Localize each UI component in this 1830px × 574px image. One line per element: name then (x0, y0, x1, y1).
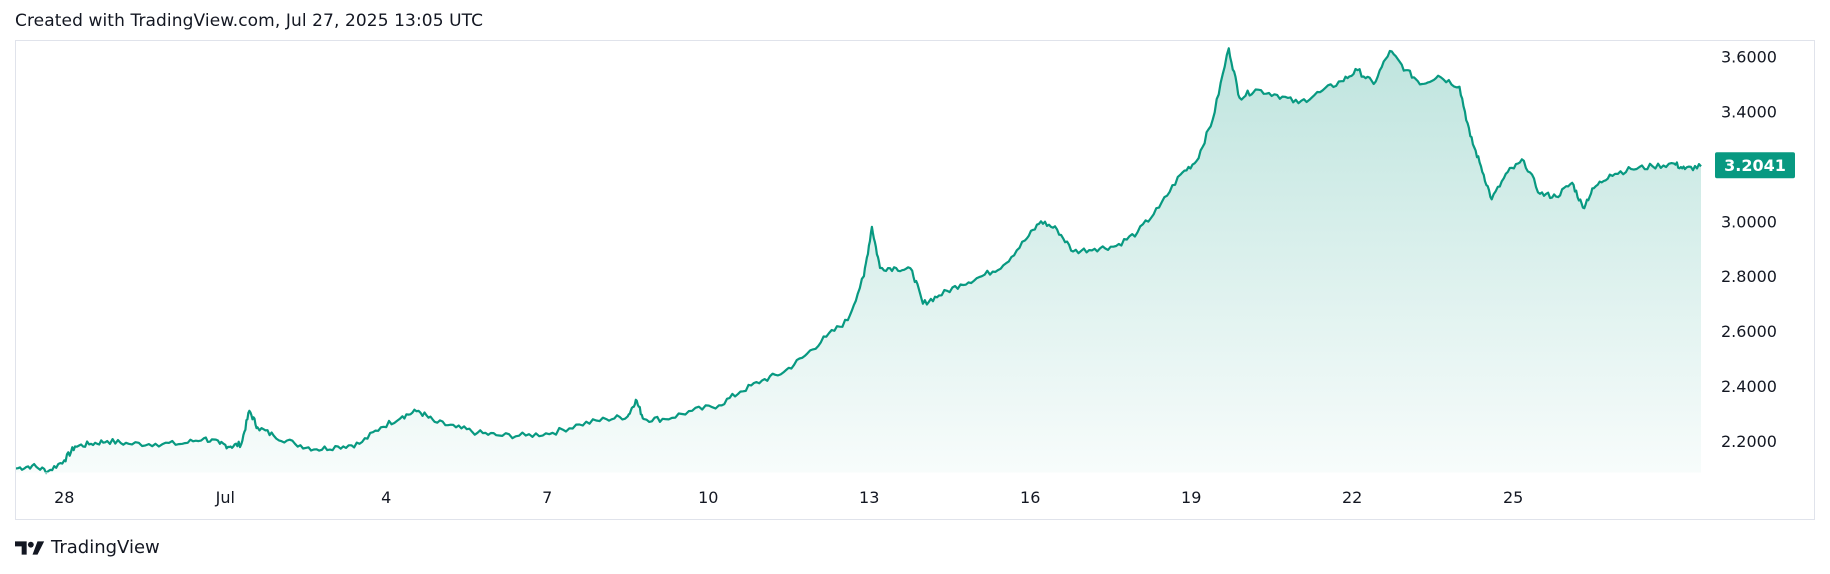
tradingview-brand-label: TradingView (51, 537, 160, 558)
x-tick-label: 16 (1020, 488, 1040, 507)
x-tick-label: 22 (1342, 488, 1362, 507)
tradingview-logo-icon (15, 540, 45, 555)
tradingview-brand[interactable]: TradingView (15, 537, 160, 558)
y-tick-label: 2.4000 (1721, 377, 1777, 396)
chart-attribution: Created with TradingView.com, Jul 27, 20… (15, 11, 484, 31)
last-price-tag (1715, 152, 1795, 179)
price-series-line[interactable] (16, 47, 1702, 475)
y-tick-label: 2.2000 (1721, 432, 1777, 451)
x-tick-label: 19 (1181, 488, 1201, 507)
y-tick-label: 2.6000 (1721, 322, 1777, 341)
x-tick-label: 13 (859, 488, 879, 507)
x-tick-label: 25 (1503, 488, 1523, 507)
x-tick-label: 28 (54, 488, 74, 507)
y-tick-label: 3.4000 (1721, 102, 1777, 121)
chart-area[interactable]: 3.60003.40003.20003.00002.80002.60002.40… (15, 40, 1815, 520)
price-chart[interactable]: 3.60003.40003.20003.00002.80002.60002.40… (16, 41, 1816, 521)
x-tick-label: 4 (381, 488, 391, 507)
x-tick-label: 10 (698, 488, 718, 507)
x-tick-label: 7 (542, 488, 552, 507)
y-tick-label: 3.0000 (1721, 212, 1777, 231)
y-tick-label: 2.8000 (1721, 267, 1777, 286)
y-tick-label: 3.6000 (1721, 47, 1777, 66)
last-price-label: 3.2041 (1724, 156, 1786, 175)
price-area-fill (16, 48, 1701, 474)
x-tick-label: Jul (215, 488, 235, 507)
